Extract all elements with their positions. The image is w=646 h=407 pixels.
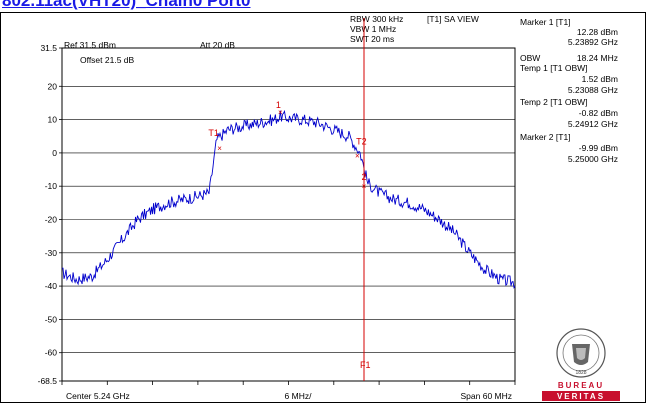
obw-label: OBW bbox=[520, 53, 541, 63]
y-tick-label: -30 bbox=[45, 248, 58, 258]
marker1-frequency: 5.23892 GHz bbox=[567, 37, 618, 47]
svg-text:1828: 1828 bbox=[575, 370, 586, 376]
bureau-veritas-logo: 1828 BUREAU VERITAS bbox=[536, 322, 626, 402]
y-tick-label: 10 bbox=[48, 115, 58, 125]
svg-text:VERITAS: VERITAS bbox=[557, 392, 605, 401]
analyzer-frame bbox=[0, 12, 646, 403]
marker-label: T2 bbox=[356, 137, 367, 147]
title-bar: 802.11ac(VHT20)_Chain0 Port0 bbox=[0, 0, 646, 12]
x-label-center: Center 5.24 GHz bbox=[66, 391, 130, 401]
marker-label: T1 bbox=[208, 128, 219, 138]
chart-markers: ×1×T1×T2×2 bbox=[208, 100, 366, 191]
temp2-frequency: 5.24912 GHz bbox=[567, 119, 618, 129]
y-tick-label: -40 bbox=[45, 281, 58, 291]
temp1-level: 1.52 dBm bbox=[581, 74, 618, 84]
y-axis: 31.5 20 10 0 -10 -20 -30 -40 -50 -60 -68.5 bbox=[38, 43, 62, 386]
obw-value: 18.24 MHz bbox=[576, 53, 618, 63]
temp2-level: -0.82 dBm bbox=[578, 108, 618, 118]
marker-point: × bbox=[355, 152, 360, 161]
f1-label: F1 bbox=[360, 360, 371, 370]
rbw-label: RBW 300 kHz bbox=[350, 14, 404, 24]
x-axis bbox=[61, 381, 516, 385]
y-tick-label: -68.5 bbox=[38, 376, 58, 386]
y-tick-label: -60 bbox=[45, 348, 58, 358]
marker2-frequency: 5.25000 GHz bbox=[567, 154, 618, 164]
y-tick-label: -10 bbox=[45, 181, 58, 191]
marker2-label: Marker 2 [T1] bbox=[520, 132, 571, 142]
svg-text:BUREAU: BUREAU bbox=[558, 381, 604, 390]
mode-label: [T1] SA VIEW bbox=[427, 14, 479, 24]
marker-point: × bbox=[278, 108, 283, 117]
vbw-label: VBW 1 MHz bbox=[350, 24, 397, 34]
y-tick-label: -50 bbox=[45, 314, 58, 324]
ref-level-label: Ref 31.5 dBm bbox=[64, 40, 116, 50]
x-label-span: Span 60 MHz bbox=[461, 391, 513, 401]
marker-label: 2 bbox=[361, 172, 366, 182]
temp1-label: Temp 1 [T1 OBW] bbox=[520, 63, 588, 73]
y-tick-label: 31.5 bbox=[40, 43, 57, 53]
marker-point: × bbox=[362, 182, 367, 191]
attenuation-label: Att 20 dB bbox=[200, 40, 235, 50]
spectrum-trace bbox=[61, 109, 516, 289]
marker-label: 1 bbox=[276, 100, 281, 110]
y-tick-label: -20 bbox=[45, 214, 58, 224]
offset-label: Offset 21.5 dB bbox=[80, 55, 135, 65]
x-label-per-division: 6 MHz/ bbox=[285, 391, 313, 401]
marker2-level: -9.99 dBm bbox=[578, 143, 618, 153]
marker1-level: 12.28 dBm bbox=[576, 27, 618, 37]
temp2-label: Temp 2 [T1 OBW] bbox=[520, 97, 588, 107]
y-tick-label: 20 bbox=[48, 81, 58, 91]
chart-grid bbox=[62, 85, 515, 353]
swt-label: SWT 20 ms bbox=[350, 34, 395, 44]
marker1-label: Marker 1 [T1] bbox=[520, 17, 571, 27]
temp1-frequency: 5.23088 GHz bbox=[567, 85, 618, 95]
page-title: 802.11ac(VHT20)_Chain0 Port0 bbox=[2, 0, 251, 10]
plot-border bbox=[61, 47, 516, 382]
marker-point: × bbox=[217, 144, 222, 153]
y-tick-label: 0 bbox=[52, 148, 57, 158]
